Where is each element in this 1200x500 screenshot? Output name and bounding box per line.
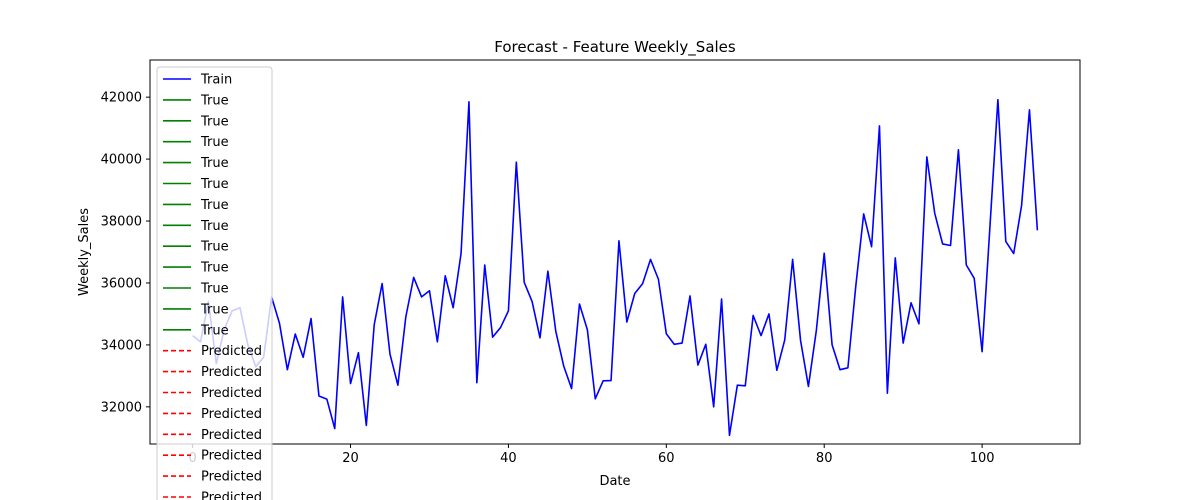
- legend-label-predicted: Predicted: [201, 449, 262, 464]
- legend: Train True True True True True True True True Tru…: [156, 66, 273, 500]
- chart-title: Forecast - Feature Weekly_Sales: [494, 38, 736, 57]
- plot-frame: [149, 59, 1081, 445]
- legend-label-predicted: Predicted: [201, 344, 262, 359]
- legend-label-true: True: [200, 198, 229, 213]
- legend-box: [156, 66, 273, 500]
- legend-label-true: True: [200, 323, 229, 338]
- legend-label-predicted: Predicted: [201, 428, 262, 443]
- x-tick-label: 40: [500, 451, 517, 466]
- legend-label-true: True: [200, 282, 229, 297]
- y-tick-label: 42000: [101, 91, 142, 106]
- legend-label-predicted: Predicted: [201, 365, 262, 380]
- legend-label-true: True: [200, 93, 229, 108]
- y-tick-label: 40000: [101, 153, 142, 168]
- series-line-train: [192, 98, 1039, 437]
- legend-label-train: Train: [200, 73, 232, 88]
- x-tick-label: 80: [816, 451, 833, 466]
- legend-label-true: True: [200, 156, 229, 171]
- legend-label-predicted: Predicted: [201, 407, 262, 422]
- legend-label-true: True: [200, 114, 229, 129]
- legend-label-predicted: Predicted: [201, 386, 262, 401]
- x-tick-label: 100: [970, 451, 995, 466]
- legend-label-predicted: Predicted: [201, 491, 262, 500]
- y-tick-label: 32000: [101, 400, 142, 415]
- legend-label-true: True: [200, 240, 229, 255]
- legend-label-true: True: [200, 261, 229, 276]
- y-tick-label: 36000: [101, 276, 142, 291]
- legend-label-predicted: Predicted: [201, 470, 262, 485]
- legend-label-true: True: [200, 135, 229, 150]
- x-axis-label: Date: [599, 474, 630, 489]
- legend-label-true: True: [200, 302, 229, 317]
- legend-label-true: True: [200, 177, 229, 192]
- y-axis-label: Weekly_Sales: [77, 208, 92, 296]
- legend-label-true: True: [200, 219, 229, 234]
- y-tick-label: 38000: [101, 215, 142, 230]
- x-tick-label: 20: [342, 451, 359, 466]
- y-tick-label: 34000: [101, 338, 142, 353]
- x-tick-label: 60: [658, 451, 675, 466]
